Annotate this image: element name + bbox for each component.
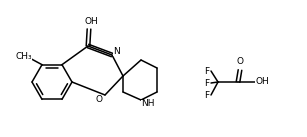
Text: NH: NH [141, 99, 155, 109]
Text: N: N [113, 46, 119, 55]
Text: O: O [95, 95, 103, 105]
Text: F: F [204, 79, 210, 88]
Text: OH: OH [255, 78, 269, 86]
Text: O: O [236, 58, 243, 66]
Text: OH: OH [84, 18, 98, 26]
Text: F: F [204, 91, 210, 99]
Text: CH₃: CH₃ [16, 52, 32, 61]
Text: F: F [204, 66, 210, 75]
